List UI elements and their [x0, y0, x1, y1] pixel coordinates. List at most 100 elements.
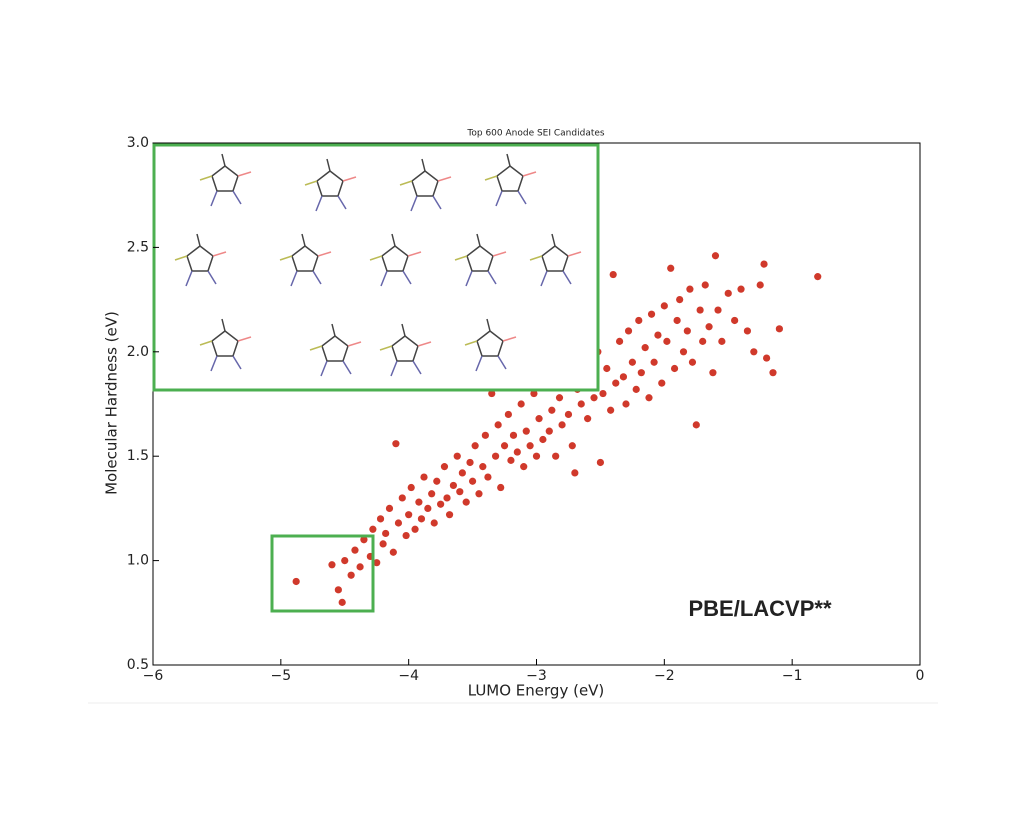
- x-tick-label: −2: [654, 668, 675, 684]
- x-tick-label: −6: [143, 668, 164, 684]
- point: [670, 364, 679, 373]
- molecule-inset: [152, 143, 600, 392]
- point: [688, 358, 697, 366]
- point: [663, 337, 671, 345]
- point: [701, 281, 709, 289]
- point: [334, 586, 342, 594]
- point: [462, 498, 470, 506]
- point: [405, 511, 413, 519]
- point: [632, 385, 640, 393]
- y-tick-label: 1.5: [127, 448, 149, 464]
- point: [376, 515, 385, 523]
- point: [347, 571, 355, 579]
- point: [647, 310, 656, 318]
- point: [520, 463, 528, 471]
- point: [558, 421, 566, 429]
- chart-title: Top 600 Anode SEI Candidates: [466, 129, 604, 139]
- y-axis-label: Molecular Hardness (eV): [103, 311, 121, 495]
- point: [545, 427, 553, 435]
- point: [718, 337, 726, 345]
- point: [535, 415, 543, 423]
- point: [705, 323, 713, 331]
- point: [392, 440, 400, 448]
- point: [743, 327, 752, 335]
- point: [328, 561, 336, 569]
- point: [430, 519, 438, 527]
- point: [402, 531, 410, 540]
- point: [379, 540, 387, 548]
- point: [382, 529, 390, 538]
- point: [660, 302, 668, 310]
- point: [440, 463, 449, 471]
- point: [471, 442, 479, 450]
- point: [522, 427, 530, 435]
- point: [615, 337, 624, 345]
- point: [555, 394, 564, 402]
- highlight-box: [270, 534, 375, 613]
- point: [596, 458, 605, 467]
- point: [676, 296, 684, 304]
- point: [571, 469, 579, 477]
- point: [351, 546, 359, 554]
- point: [517, 400, 525, 408]
- y-tick-label: 1.0: [127, 553, 149, 569]
- point: [466, 458, 474, 467]
- point: [338, 598, 346, 606]
- point: [530, 389, 538, 398]
- point: [428, 490, 436, 498]
- point: [389, 548, 397, 556]
- point: [683, 327, 691, 335]
- point: [624, 327, 633, 335]
- point: [590, 394, 598, 402]
- point: [564, 410, 573, 419]
- x-tick-label: −1: [782, 668, 803, 684]
- x-tick-label: 0: [916, 668, 925, 684]
- point: [513, 448, 521, 456]
- point: [568, 442, 576, 450]
- point: [814, 273, 822, 281]
- point: [769, 369, 777, 377]
- point: [692, 421, 700, 429]
- point: [411, 525, 419, 533]
- point: [750, 348, 758, 356]
- point: [458, 469, 466, 477]
- point: [494, 421, 502, 429]
- point: [445, 511, 454, 519]
- point: [658, 379, 666, 387]
- point: [760, 260, 768, 268]
- point: [628, 358, 636, 366]
- x-tick-label: −3: [526, 668, 547, 684]
- point: [641, 344, 649, 352]
- point: [292, 577, 300, 586]
- point: [398, 494, 406, 502]
- point: [500, 442, 509, 450]
- point: [453, 452, 461, 460]
- point: [609, 270, 617, 279]
- point: [539, 435, 547, 444]
- point: [481, 431, 489, 439]
- point: [714, 306, 722, 314]
- point: [654, 331, 662, 339]
- point: [577, 400, 585, 408]
- point: [407, 483, 415, 492]
- point: [645, 394, 653, 402]
- point: [385, 504, 394, 512]
- point: [603, 364, 611, 373]
- point: [584, 415, 592, 423]
- point: [468, 477, 477, 485]
- point: [679, 348, 688, 356]
- point: [479, 463, 487, 471]
- point: [488, 389, 496, 398]
- point: [484, 473, 492, 481]
- point: [699, 337, 707, 345]
- point: [433, 477, 441, 485]
- point: [415, 498, 423, 506]
- point: [622, 400, 630, 408]
- point: [548, 406, 556, 414]
- y-tick-label: 0.5: [127, 657, 149, 673]
- point: [360, 536, 368, 544]
- point: [724, 289, 732, 297]
- point: [763, 354, 771, 362]
